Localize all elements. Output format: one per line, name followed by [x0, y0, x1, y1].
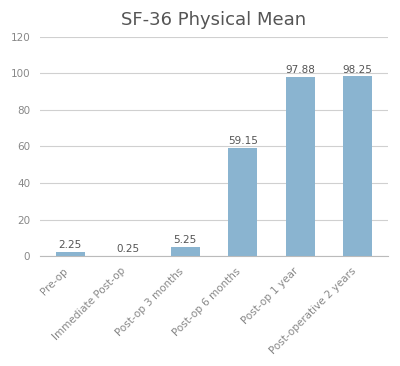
Bar: [286, 77, 315, 256]
Bar: [56, 252, 84, 256]
Text: 98.25: 98.25: [343, 64, 373, 75]
Text: 59.15: 59.15: [228, 136, 258, 146]
Text: 5.25: 5.25: [174, 235, 197, 245]
Bar: [228, 148, 257, 256]
Bar: [344, 76, 372, 256]
Title: SF-36 Physical Mean: SF-36 Physical Mean: [122, 11, 306, 30]
Bar: [171, 247, 200, 256]
Text: 2.25: 2.25: [58, 240, 82, 250]
Text: 0.25: 0.25: [116, 244, 139, 254]
Text: 97.88: 97.88: [285, 65, 315, 75]
